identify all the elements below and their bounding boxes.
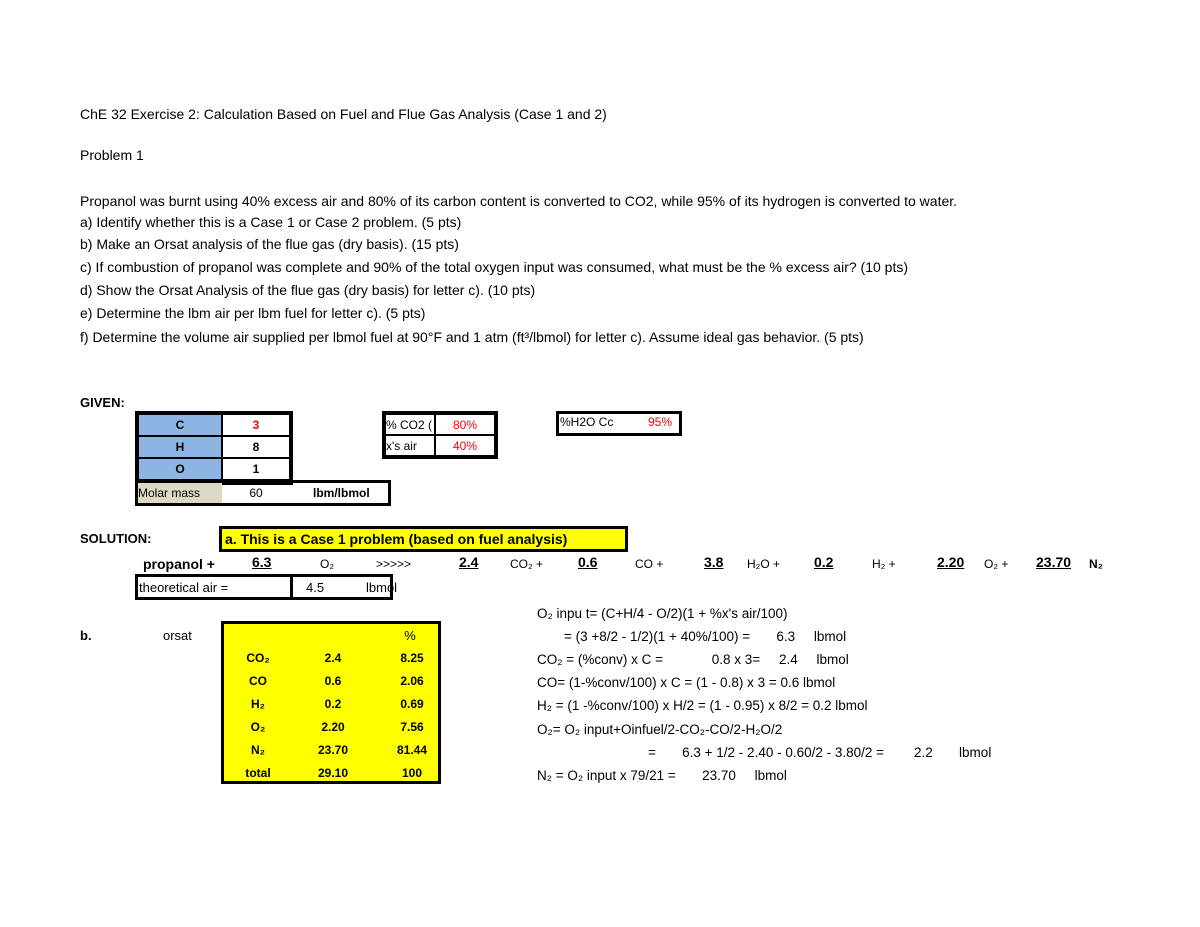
theoretical-air-box (135, 574, 393, 600)
molar-mass-unit: lbm/lbmol (313, 486, 370, 500)
conversion-table (382, 411, 498, 459)
orsat-species: H₂ (251, 697, 265, 711)
eq-n2-label: N₂ (1089, 557, 1103, 571)
answer-a-box: a. This is a Case 1 problem (based on fu… (219, 526, 628, 552)
orsat-percent: 8.25 (400, 651, 424, 665)
orsat-moles: 2.20 (321, 720, 345, 734)
eq-co2-label: CO₂ + (510, 557, 543, 571)
question-b: b) Make an Orsat analysis of the flue ga… (80, 236, 459, 252)
eq-n2: 23.70 (1036, 554, 1072, 570)
orsat-species: O₂ (250, 720, 266, 734)
eq-arrow: >>>>> (376, 557, 412, 571)
orsat-moles: 0.2 (324, 697, 342, 711)
question-d: d) Show the Orsat Analysis of the flue g… (80, 282, 536, 298)
calc-line-5: H₂ = (1 -%conv/100) x H/2 = (1 - 0.95) x… (537, 698, 868, 713)
eq-h2: 0.2 (814, 554, 834, 570)
theoretical-air-unit: lbmol (366, 580, 398, 595)
calc-line-8: N₂ = O₂ input x 79/21 = 23.70 lbmol (537, 768, 787, 783)
problem-statement: Propanol was burnt using 40% excess air … (80, 193, 958, 209)
orsat-percent: 81.44 (396, 743, 428, 757)
eq-o2-out-label: O₂ + (984, 557, 1009, 571)
question-a: a) Identify whether this is a Case 1 or … (80, 214, 462, 230)
orsat-moles: 0.6 (324, 674, 342, 688)
part-b-label: b. (80, 628, 92, 643)
fuel-element-h: H (138, 436, 222, 458)
orsat-species: N₂ (251, 743, 265, 757)
co2-conv-label: % CO2 ( (385, 414, 435, 435)
molar-mass-value: 60 (249, 486, 263, 500)
co2-conv-value: 80% (435, 414, 495, 435)
eq-propanol: propanol + (143, 556, 215, 572)
problem-label: Problem 1 (80, 147, 144, 163)
calc-line-3: CO₂ = (%conv) x C = 0.8 x 3= 2.4 lbmol (537, 652, 849, 667)
orsat-moles: 2.4 (324, 651, 342, 665)
calc-line-1: O₂ inpu t= (C+H/4 - O/2)(1 + %x's air/10… (537, 606, 788, 621)
question-e: e) Determine the lbm air per lbm fuel fo… (80, 305, 426, 321)
theoretical-air-label: theoretical air = (139, 580, 229, 595)
molar-mass-label: Molar mass (138, 483, 222, 503)
molar-mass-row (135, 480, 391, 506)
question-c: c) If combustion of propanol was complet… (80, 259, 908, 275)
eq-o2-label: O₂ (320, 557, 334, 571)
eq-co: 0.6 (578, 554, 598, 570)
orsat-species: CO₂ (246, 651, 270, 665)
calc-line-6: O₂= O₂ input+Oinfuel/2-CO₂-CO/2-H₂O/2 (537, 722, 783, 737)
orsat-species: total (245, 766, 271, 780)
eq-co2: 2.4 (459, 554, 479, 570)
orsat-percent: 100 (401, 766, 423, 780)
fuel-count-c: 3 (222, 414, 290, 436)
orsat-percent: 0.69 (400, 697, 424, 711)
orsat-moles: 23.70 (317, 743, 349, 757)
theoretical-air-value: 4.5 (306, 580, 325, 595)
fuel-element-o: O (138, 458, 222, 480)
calc-line-7: = 6.3 + 1/2 - 2.40 - 0.60/2 - 3.80/2 = 2… (648, 745, 992, 760)
excess-air-value: 40% (435, 435, 495, 456)
page-title: ChE 32 Exercise 2: Calculation Based on … (80, 106, 607, 122)
calc-line-4: CO= (1-%conv/100) x C = (1 - 0.8) x 3 = … (537, 675, 836, 690)
eq-h2o-label: H₂O + (747, 557, 780, 571)
orsat-label: orsat (163, 628, 192, 643)
orsat-table (221, 621, 441, 784)
fuel-element-c: C (138, 414, 222, 436)
eq-co-label: CO + (635, 557, 664, 571)
orsat-moles: 29.10 (317, 766, 349, 780)
eq-h2-label: H₂ + (872, 557, 896, 571)
solution-label: SOLUTION: (80, 531, 152, 546)
orsat-percent: 2.06 (400, 674, 424, 688)
eq-o2-in: 6.3 (252, 554, 272, 570)
eq-o2-out: 2.20 (937, 554, 965, 570)
orsat-pct-header: % (404, 628, 416, 643)
orsat-percent: 7.56 (400, 720, 424, 734)
fuel-count-h: 8 (222, 436, 290, 458)
h2o-conversion-box (556, 411, 682, 436)
h2o-conv-label: %H2O Cc (560, 415, 614, 429)
excess-air-label: x's air (385, 435, 435, 456)
eq-h2o: 3.8 (704, 554, 724, 570)
calc-line-2: = (3 +8/2 - 1/2)(1 + 40%/100) = 6.3 lbmo… (564, 629, 847, 644)
h2o-conv-value: 95% (648, 415, 673, 429)
orsat-species: CO (249, 674, 267, 688)
question-f: f) Determine the volume air supplied per… (80, 329, 864, 345)
fuel-count-o: 1 (222, 458, 290, 480)
given-label: GIVEN: (80, 395, 125, 410)
